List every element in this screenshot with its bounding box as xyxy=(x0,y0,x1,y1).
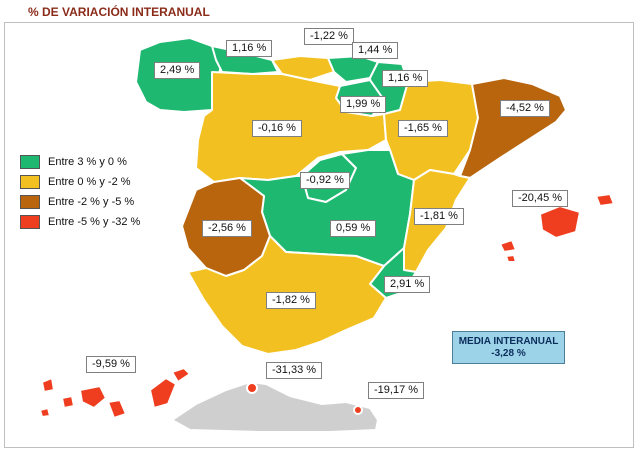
region-canarias-6[interactable] xyxy=(149,377,177,409)
label-la-rioja: 1,99 % xyxy=(340,96,387,113)
region-canarias-2[interactable] xyxy=(39,407,51,418)
legend-swatch-yellow xyxy=(20,175,40,189)
region-canarias-3[interactable] xyxy=(61,395,75,409)
label-melilla: -19,17 % xyxy=(368,382,425,399)
label-cantabria: -1,22 % xyxy=(304,28,354,45)
label-galicia: 2,49 % xyxy=(154,62,201,79)
legend-swatch-brown xyxy=(20,195,40,209)
region-canarias-4[interactable] xyxy=(79,385,107,409)
label-navarra: 1,16 % xyxy=(382,70,429,87)
media-interanual-box: MEDIA INTERANUAL -3,28 % xyxy=(452,331,565,364)
legend-item-green: Entre 3 % y 0 % xyxy=(20,152,140,172)
label-castilla-leon: -0,16 % xyxy=(252,120,302,137)
label-madrid: -0,92 % xyxy=(300,172,350,189)
legend-label-red: Entre -5 % y -32 % xyxy=(48,216,141,228)
region-baleares-ibiza[interactable] xyxy=(499,239,517,253)
legend-swatch-red xyxy=(20,215,40,229)
media-interanual-value: -3,28 % xyxy=(491,347,526,359)
legend-label-green: Entre 3 % y 0 % xyxy=(48,156,127,168)
map-title: % DE VARIACIÓN INTERANUAL xyxy=(28,5,210,19)
label-castilla-la-mancha: 0,59 % xyxy=(330,220,377,237)
map-frame xyxy=(4,22,634,448)
region-canarias-7[interactable] xyxy=(171,367,191,383)
region-canarias-1[interactable] xyxy=(41,377,55,393)
region-ceuta[interactable] xyxy=(246,382,258,394)
label-ceuta: -31,33 % xyxy=(266,362,323,379)
label-aragon: -1,65 % xyxy=(398,120,448,137)
legend-label-yellow: Entre 0 % y -2 % xyxy=(48,176,131,188)
legend-item-red: Entre -5 % y -32 % xyxy=(20,212,140,232)
label-pais-vasco: 1,44 % xyxy=(352,42,399,59)
label-murcia: 2,91 % xyxy=(384,276,431,293)
label-andalucia: -1,82 % xyxy=(266,292,316,309)
label-cataluna: -4,52 % xyxy=(500,100,550,117)
label-extremadura: -2,56 % xyxy=(202,220,252,237)
region-cataluna[interactable] xyxy=(459,77,567,179)
legend-item-brown: Entre -2 % y -5 % xyxy=(20,192,140,212)
region-north-africa xyxy=(171,381,379,433)
region-baleares-mallorca[interactable] xyxy=(539,205,581,239)
legend-label-brown: Entre -2 % y -5 % xyxy=(48,196,135,208)
region-canarias-5[interactable] xyxy=(107,399,127,419)
media-interanual-label: MEDIA INTERANUAL xyxy=(458,335,559,347)
label-canarias: -9,59 % xyxy=(86,356,136,373)
region-baleares-formentera[interactable] xyxy=(505,254,517,263)
label-asturias: 1,16 % xyxy=(226,40,273,57)
legend-swatch-green xyxy=(20,155,40,169)
region-baleares-menorca[interactable] xyxy=(595,193,615,207)
label-comunidad-valenciana: -1,81 % xyxy=(414,208,464,225)
region-melilla[interactable] xyxy=(353,405,363,415)
label-baleares: -20,45 % xyxy=(512,190,569,207)
legend-item-yellow: Entre 0 % y -2 % xyxy=(20,172,140,192)
map-legend: Entre 3 % y 0 % Entre 0 % y -2 % Entre -… xyxy=(20,152,140,232)
